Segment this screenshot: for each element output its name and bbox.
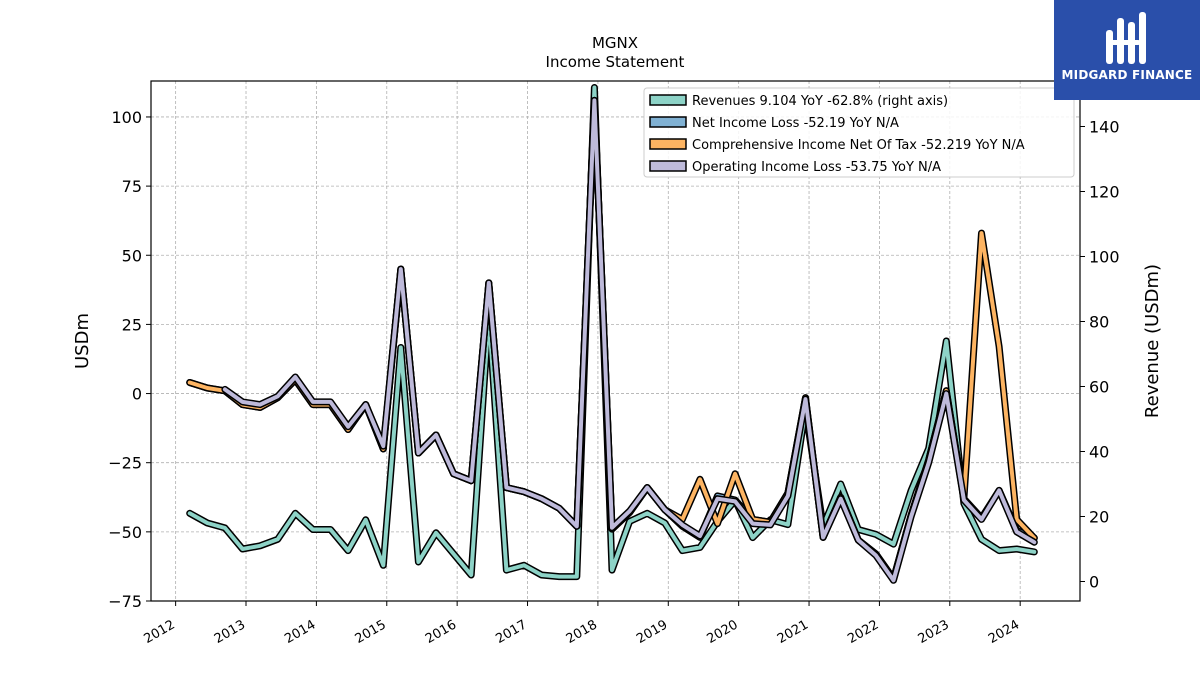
legend-entry: Net Income Loss -52.19 YoY N/A: [692, 116, 899, 131]
y-tick-label-right: 20: [1089, 508, 1109, 527]
x-tick-label: 2020: [705, 617, 741, 647]
plot-frame: [150, 80, 1081, 602]
y-tick-label-left: 50: [122, 246, 142, 265]
y-tick-label-left: 75: [122, 177, 142, 196]
series-lines: [186, 84, 1038, 584]
x-tick-label: 2016: [423, 617, 459, 647]
y-axis-label-left: USDm: [72, 313, 93, 369]
y-tick-label-right: 40: [1089, 443, 1109, 462]
x-tick-label: 2017: [493, 617, 529, 647]
x-tick-label: 2013: [212, 617, 248, 647]
logo-mark-icon: [1106, 12, 1146, 64]
chart-title: MGNX: [592, 34, 638, 52]
y-axis-label-right: Revenue (USDm): [1142, 264, 1163, 418]
legend-swatch: [649, 94, 687, 106]
x-tick-label: 2024: [986, 617, 1022, 647]
x-tick-label: 2015: [353, 617, 389, 647]
legend: Revenues 9.104 YoY -62.8% (right axis) Ne…: [643, 87, 1075, 178]
legend-swatch: [649, 116, 687, 128]
y-tick-label-left: −50: [108, 523, 142, 542]
legend-entry: Comprehensive Income Net Of Tax -52.219 …: [692, 138, 1025, 153]
legend-swatch: [649, 160, 687, 172]
x-tick-label: 2019: [634, 617, 670, 647]
legend-entry: Revenues 9.104 YoY -62.8% (right axis): [692, 94, 948, 109]
brand-logo: MIDGARD FINANCE: [1054, 0, 1200, 100]
y-tick-label-left: −75: [108, 592, 142, 611]
y-tick-label-right: 100: [1089, 248, 1120, 267]
x-tick-label: 2012: [141, 617, 177, 647]
y-tick-label-left: 100: [111, 108, 142, 127]
x-tick-label: 2022: [845, 617, 881, 647]
y-tick-label-right: 60: [1089, 378, 1109, 397]
legend-swatch: [649, 138, 687, 150]
y-tick-label-right: 140: [1089, 118, 1120, 137]
y-tick-label-left: 0: [132, 385, 142, 404]
x-tick-label: 2021: [775, 617, 811, 647]
x-tick-label: 2023: [916, 617, 952, 647]
y-tick-label-right: 0: [1089, 573, 1099, 592]
brand-logo-text: MIDGARD FINANCE: [1061, 68, 1193, 82]
legend-box: [643, 87, 1075, 178]
y-tick-label-left: −25: [108, 454, 142, 473]
chart-subtitle: Income Statement: [546, 53, 685, 71]
y-tick-label-right: 120: [1089, 183, 1120, 202]
series-0-line: [187, 85, 1037, 579]
series-3-line: [222, 98, 1037, 583]
y-tick-label-right: 80: [1089, 313, 1109, 332]
x-tick-label: 2014: [282, 617, 318, 647]
y-tick-label-left: 25: [122, 315, 142, 334]
legend-entry: Operating Income Loss -53.75 YoY N/A: [692, 160, 941, 175]
x-tick-label: 2018: [564, 617, 600, 647]
